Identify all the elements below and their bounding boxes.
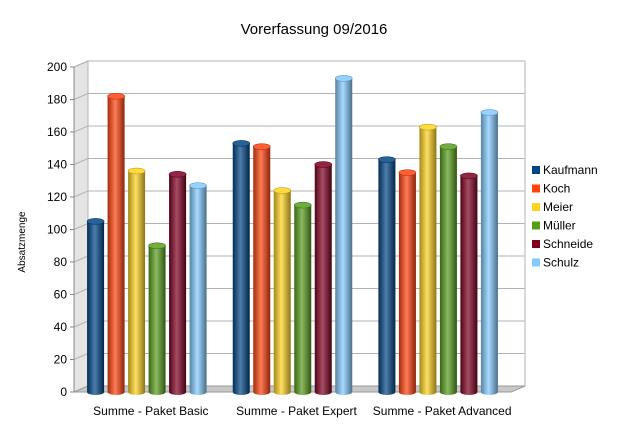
gridline-side (73, 93, 89, 100)
gridline-side (73, 288, 89, 295)
y-tick-label: 100 (47, 223, 67, 237)
gridline-side (73, 320, 89, 328)
gridline-side (73, 190, 89, 198)
legend-label: Kaufmann (543, 163, 598, 177)
bar (439, 143, 458, 395)
legend-label: Koch (543, 182, 570, 196)
gridline-side (73, 125, 89, 133)
bar (314, 161, 333, 395)
legend-swatch (532, 184, 540, 193)
bar (398, 169, 417, 395)
y-tick-label: 40 (54, 320, 68, 334)
y-tick-label: 60 (54, 288, 68, 302)
y-tick-label: 180 (47, 93, 67, 107)
legend-swatch (532, 240, 540, 248)
y-axis-ticks: 0 20 40 60 80 100 120 140 160 180 200 (47, 60, 75, 399)
legend-label: Schneide (543, 237, 593, 251)
legend-swatch (532, 258, 540, 267)
legend-swatch (532, 221, 540, 230)
x-category-label: Summe - Paket Basic (93, 404, 208, 418)
bar (273, 187, 292, 395)
gridline-side (73, 255, 89, 263)
bar (107, 92, 125, 395)
gridline-side (73, 158, 89, 165)
y-tick-label: 140 (47, 158, 67, 172)
chart-title: Vorerfassung 09/2016 (241, 21, 388, 38)
y-tick-label: 20 (54, 353, 68, 367)
bar (460, 172, 478, 395)
bar (334, 75, 353, 395)
y-tick-label: 0 (60, 385, 67, 399)
x-category-label: Summe - Paket Advanced (373, 404, 512, 418)
bar (189, 182, 207, 395)
y-axis-label: Absatzmenge (17, 211, 28, 273)
bar (480, 109, 499, 395)
y-tick-label: 120 (47, 190, 67, 204)
y-tick-label: 200 (47, 60, 67, 74)
legend-label: Müller (543, 219, 576, 233)
y-tick-label: 80 (54, 255, 68, 269)
legend-swatch (532, 166, 540, 174)
bar (419, 123, 437, 395)
bar (86, 218, 105, 395)
bar (252, 143, 271, 395)
legend-swatch (532, 203, 540, 211)
legend-label: Schulz (543, 256, 579, 270)
bar (168, 170, 187, 395)
bar (148, 242, 166, 395)
gridline-side (73, 353, 89, 360)
gridline-side (73, 60, 89, 68)
bar (293, 201, 312, 395)
bars (86, 75, 499, 395)
x-category-label: Summe - Paket Expert (236, 404, 357, 418)
y-tick-label: 160 (47, 125, 67, 139)
legend: Kaufmann Koch Meier Müller Schneide Schulz (532, 163, 598, 270)
bar (232, 140, 251, 395)
legend-label: Meier (543, 200, 573, 214)
bar (127, 167, 146, 395)
x-axis-categories: Summe - Paket Basic Summe - Paket Expert S… (93, 404, 511, 418)
bar (378, 156, 396, 395)
gridline-side (73, 223, 89, 230)
